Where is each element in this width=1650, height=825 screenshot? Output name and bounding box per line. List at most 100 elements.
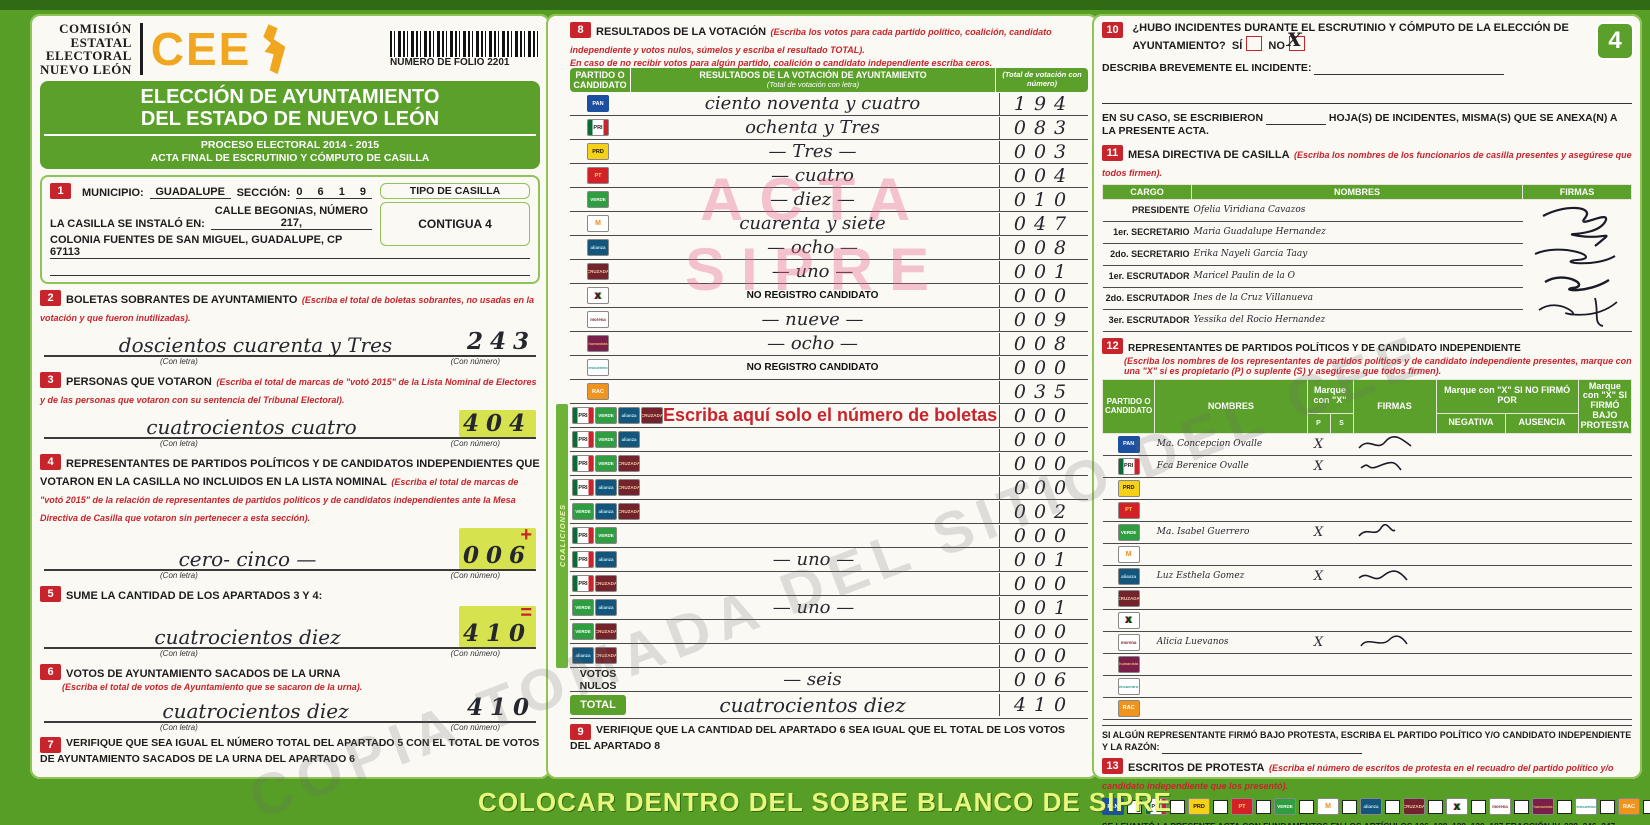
process-label: PROCESO ELECTORAL 2014 - 2015 bbox=[200, 139, 380, 152]
address-line2: COLONIA FUENTES DE SAN MIGUEL, GUADALUPE… bbox=[50, 234, 530, 259]
org-line: NUEVO LEÓN bbox=[40, 61, 132, 77]
pan-votes-letra: ciento noventa y cuatro bbox=[704, 93, 921, 114]
section-3-instruction: (Escriba el total de marcas de "votó 201… bbox=[40, 376, 537, 405]
nueva-alianza-logo: alianza bbox=[572, 647, 594, 664]
rep-morena-nombre: Alicia Luevanos bbox=[1154, 631, 1308, 654]
section-7: 7 VERIFIQUE QUE SEA IGUAL EL NÚMERO TOTAL… bbox=[40, 736, 540, 767]
boletas-sobrantes-letra: doscientos cuarenta y Tres bbox=[118, 332, 393, 357]
section-9: 9 VERIFIQUE QUE LA CANTIDAD DEL APARTADO … bbox=[570, 724, 1088, 754]
rep-na-nombre: Luz Esthela Gomez bbox=[1154, 565, 1308, 588]
mc-votes-numero: 047 bbox=[999, 212, 1088, 235]
pt-votes-letra: — cuatro bbox=[771, 165, 854, 186]
coalicion-11-numero: 000 bbox=[999, 644, 1088, 667]
pri-logo: PRI bbox=[572, 431, 594, 448]
coalicion-9-letra: — uno — bbox=[772, 597, 855, 618]
incident-line bbox=[1314, 62, 1505, 75]
no-registro-logo: X bbox=[1117, 611, 1140, 629]
section-11-number: 11 bbox=[1102, 144, 1123, 161]
nueva-alianza-logo: alianza bbox=[595, 551, 617, 568]
personas-votaron-letra: cuatrocientos cuatro bbox=[146, 414, 357, 439]
section-4-number: 4 bbox=[40, 453, 61, 470]
bajo-protesta-line bbox=[1162, 742, 1363, 755]
section-13: 13 ESCRITOS DE PROTESTA (Escriba el númer… bbox=[1102, 758, 1650, 825]
votos-nulos-numero: 006 bbox=[999, 668, 1088, 691]
pri-votes-letra: ochenta y Tres bbox=[745, 117, 880, 138]
morena-logo: morena bbox=[587, 311, 609, 328]
acta-label: ACTA FINAL DE ESCRUTINIO Y CÓMPUTO DE CA… bbox=[150, 151, 430, 164]
casilla-label: LA CASILLA SE INSTALÓ EN: bbox=[50, 217, 205, 230]
equals-symbol: = bbox=[520, 601, 532, 624]
no-registro-logo: X bbox=[587, 287, 609, 304]
section-6-number: 6 bbox=[40, 663, 61, 680]
pri-logo: PRI bbox=[572, 575, 594, 592]
address-line3-empty bbox=[50, 263, 530, 276]
nombre-presidente: Ofelia Viridiana Cavazos bbox=[1191, 199, 1523, 222]
col-partido: PARTIDO O CANDIDATO bbox=[1101, 378, 1156, 434]
incidents-question: ¿HUBO INCIDENTES DURANTE EL ESCRUTINIO Y… bbox=[1132, 22, 1569, 52]
es-votes-numero: 000 bbox=[999, 356, 1088, 379]
section-9-text: VERIFIQUE QUE LA CANTIDAD DEL APARTADO 6… bbox=[570, 724, 1066, 752]
coalicion-note: Escriba aquí solo el número de boletas q… bbox=[663, 405, 999, 425]
cruzada-logo: CRUZADA bbox=[1117, 589, 1140, 607]
section-7-text: VERIFIQUE QUE SEA IGUAL EL NÚMERO TOTAL … bbox=[40, 736, 540, 765]
incident-line2 bbox=[1102, 85, 1632, 104]
footer-banner: COLOCAR DENTRO DEL SOBRE BLANCO DE SIPRE bbox=[0, 785, 1650, 819]
municipio-value: GUADALUPE bbox=[149, 186, 231, 199]
section-9-number: 9 bbox=[570, 724, 591, 740]
rep-pan-nombre: Ma. Concepcion Ovalle bbox=[1154, 433, 1308, 456]
col-numero: (Total de votación con número) bbox=[1002, 70, 1082, 88]
signature-scribble bbox=[1360, 635, 1408, 647]
cruzada-logo: CRUZADA bbox=[595, 575, 617, 592]
movimiento-ciudadano-logo: M bbox=[587, 215, 609, 232]
protesta-box-verde bbox=[1299, 799, 1314, 814]
tipo-casilla-label: TIPO DE CASILLA bbox=[380, 182, 530, 199]
section-3: 3 PERSONAS QUE VOTARON (Escriba el total … bbox=[40, 371, 540, 448]
tipo-casilla-value: CONTIGUA 4 bbox=[380, 201, 530, 246]
total-label: TOTAL bbox=[570, 695, 626, 715]
votos-urna-numero: 410 bbox=[466, 693, 536, 721]
hojas-text2: HOJA(S) DE INCIDENTES, MISMA(S) QUE SE A… bbox=[1102, 111, 1618, 137]
coaliciones-label: COALICIONES bbox=[557, 504, 567, 568]
col-nombres: NOMBRES bbox=[1191, 183, 1523, 200]
section-11-instruction: (Escriba los nombres de los funcionarios… bbox=[1102, 149, 1632, 178]
signature-scribble bbox=[1534, 206, 1618, 327]
verde-logo: VERDE bbox=[572, 623, 594, 640]
section-5-number: 5 bbox=[40, 585, 61, 602]
prd-logo: PRD bbox=[1117, 479, 1140, 497]
verde-logo: VERDE bbox=[595, 455, 617, 472]
es-votes-letra: NO REGISTRO CANDIDATO bbox=[746, 362, 879, 373]
morena-logo: morena bbox=[1117, 633, 1140, 651]
col-resultados-sub: (Total de votación con letra) bbox=[766, 80, 860, 89]
no-registro-logo: X bbox=[1446, 798, 1468, 816]
section-13-number: 13 bbox=[1102, 758, 1123, 775]
section-6-instruction: (Escriba el total de votos de Ayuntamien… bbox=[62, 681, 363, 692]
signature-scribble bbox=[1360, 462, 1402, 471]
col-partido: PARTIDO O CANDIDATO bbox=[573, 70, 627, 90]
protesta-box-mc bbox=[1342, 799, 1357, 814]
con-letra-label: (Con letra) bbox=[160, 722, 198, 732]
section-12: 12 REPRESENTANTES DE PARTIDOS POLÍTICOS Y… bbox=[1101, 337, 1633, 755]
protesta-box-pri bbox=[1170, 799, 1185, 814]
hojas-count-line bbox=[1265, 112, 1326, 125]
protesta-box-pan bbox=[1127, 799, 1142, 814]
coaliciones-strip: COALICIONES bbox=[556, 404, 568, 668]
morena-logo: morena bbox=[1489, 798, 1511, 816]
nueva-alianza-logo: alianza bbox=[1360, 798, 1382, 816]
legal-text: SE LEVANTÓ LA PRESENTE ACTA CON FUNDAMEN… bbox=[1102, 821, 1632, 825]
coalicion-10-numero: 000 bbox=[999, 620, 1088, 643]
col-marque-x: Marque con "X" bbox=[1306, 378, 1354, 414]
no-checkbox: X bbox=[1287, 29, 1305, 51]
rep-verde-nombre: Ma. Isabel Guerrero bbox=[1154, 521, 1308, 544]
rep-pri-nombre: Fca Berenice Ovalle bbox=[1154, 455, 1308, 478]
rep-es-nombre bbox=[1154, 675, 1308, 698]
section-6-title: VOTOS DE AYUNTAMIENTO SACADOS DE LA URNA bbox=[66, 667, 341, 680]
coalicion-5-numero: 002 bbox=[999, 500, 1088, 523]
section-2-instruction: (Escriba el total de boletas sobrantes, … bbox=[40, 294, 534, 323]
rac-logo: RAC bbox=[587, 383, 609, 400]
verde-logo: VERDE bbox=[572, 599, 594, 616]
si-checkbox bbox=[1246, 35, 1263, 51]
con-letra-label: (Con letra) bbox=[160, 648, 198, 658]
cruzada-logo: CRUZADA bbox=[595, 647, 617, 664]
cruzada-logo: CRUZADA bbox=[618, 503, 640, 520]
col-bajo-protesta: Marque con "X" SI FIRMÓ BAJO PROTESTA bbox=[1577, 378, 1633, 434]
